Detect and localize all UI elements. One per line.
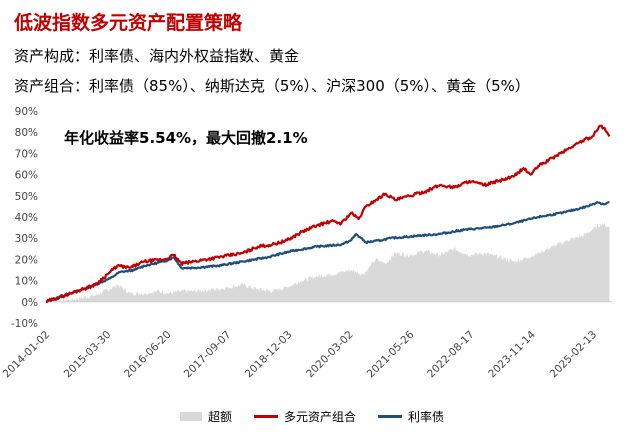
x-tick-label: 2017-09-07 — [182, 329, 234, 381]
y-tick-label: 20% — [15, 254, 38, 266]
x-tick-label: 2025-02-13 — [548, 329, 600, 381]
y-tick-label: 70% — [15, 148, 38, 160]
annotation-text: 年化收益率5.54%，最大回撤2.1% — [64, 129, 308, 147]
legend-label-excess: 超额 — [208, 410, 233, 424]
y-tick-label: 90% — [15, 106, 38, 118]
excess-area-layer — [46, 222, 610, 302]
series-portfolio-line — [45, 124, 611, 303]
asset-allocation-text: 资产组合：利率债（85%）、纳斯达克（5%）、沪深300（5%）、黄金（5%） — [14, 77, 530, 95]
y-tick-label: -10% — [11, 318, 38, 330]
y-tick-label: 0% — [21, 297, 38, 309]
series-lines-layer — [45, 124, 611, 303]
y-tick-label: 50% — [15, 191, 38, 203]
y-axis-ticks: 90% 80% 70% 60% 50% 40% 30% 20% 10% 0% -10% — [11, 106, 38, 330]
y-tick-label: 10% — [15, 276, 38, 288]
x-axis-ticks: 2014-01-02 2015-03-30 2016-06-20 2017-09-07… — [1, 328, 600, 380]
x-tick-label: 2016-06-20 — [122, 329, 174, 381]
legend-swatch-bond — [378, 415, 403, 418]
chart-title: 低波指数多元资产配置策略 — [14, 12, 243, 34]
y-tick-label: 30% — [15, 233, 38, 245]
legend-swatch-portfolio — [254, 415, 279, 418]
x-tick-label: 2018-12-03 — [243, 329, 295, 381]
x-tick-label: 2021-05-26 — [365, 328, 417, 380]
x-tick-label: 2023-11-14 — [486, 328, 538, 380]
x-tick-label: 2015-03-30 — [62, 329, 114, 381]
y-tick-label: 60% — [15, 170, 38, 182]
x-tick-label: 2014-01-02 — [1, 329, 53, 381]
legend-label-bond: 利率债 — [408, 410, 445, 424]
asset-composition-text: 资产构成：利率债、海内外权益指数、黄金 — [14, 47, 300, 65]
legend-label-portfolio: 多元资产组合 — [284, 410, 357, 424]
series-excess-area — [46, 222, 610, 302]
y-tick-label: 80% — [15, 127, 38, 139]
legend-item-excess: 超额 — [180, 408, 232, 425]
x-tick-label: 2020-03-02 — [304, 329, 356, 381]
legend-item-portfolio: 多元资产组合 — [254, 408, 356, 425]
series-bond-line — [45, 201, 610, 303]
x-tick-label: 2022-08-17 — [425, 329, 477, 381]
y-tick-label: 40% — [15, 212, 38, 224]
legend: 超额 多元资产组合 利率债 — [180, 408, 444, 425]
legend-swatch-excess — [180, 412, 202, 421]
legend-item-bond: 利率债 — [378, 408, 444, 425]
